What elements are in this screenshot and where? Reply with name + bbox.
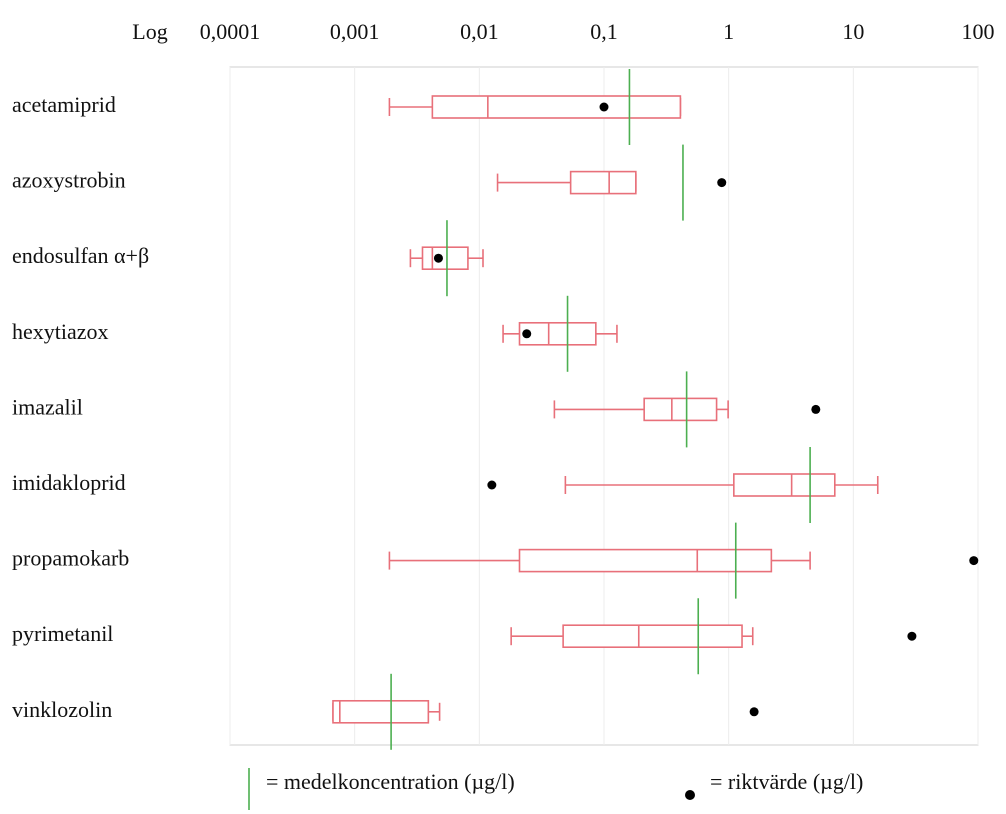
x-tick-label: 0,001 [330,19,380,44]
legend-label: = riktvärde (µg/l) [710,769,863,794]
y-tick-label: azoxystrobin [12,168,126,193]
y-tick-label: imazalil [12,394,83,419]
y-tick-label: pyrimetanil [12,621,113,646]
x-tick-label: 0,01 [460,19,499,44]
box [643,397,718,422]
x-tick-label: 0,0001 [200,19,261,44]
y-tick-label: hexytiazox [12,319,109,344]
reference-dot [811,404,821,414]
y-tick-label: acetamiprid [12,92,116,117]
box [562,624,743,649]
box [518,548,773,573]
reference-dot [599,102,609,112]
reference-dot [487,480,497,490]
x-tick-label: 10 [842,19,864,44]
reference-dot [433,253,443,263]
y-tick-label: endosulfan α+β [12,243,149,268]
box [431,95,682,119]
reference-dot [749,707,759,717]
y-tick-label: imidakloprid [12,470,126,495]
x-axis-label: Log [132,19,167,44]
box [518,321,597,346]
y-tick-label: vinklozolin [12,697,112,722]
reference-dot [907,631,917,641]
legend-label: = medelkoncentration (µg/l) [266,769,515,794]
legend-dot-swatch [685,790,695,800]
x-tick-label: 1 [723,19,734,44]
reference-dot [522,329,532,339]
y-tick-label: propamokarb [12,546,129,571]
x-tick-label: 100 [962,19,995,44]
reference-dot [969,556,979,566]
box [421,246,469,270]
box [733,473,836,497]
box [569,170,637,195]
reference-dot [717,178,727,188]
box [332,699,430,724]
x-tick-label: 0,1 [590,19,618,44]
